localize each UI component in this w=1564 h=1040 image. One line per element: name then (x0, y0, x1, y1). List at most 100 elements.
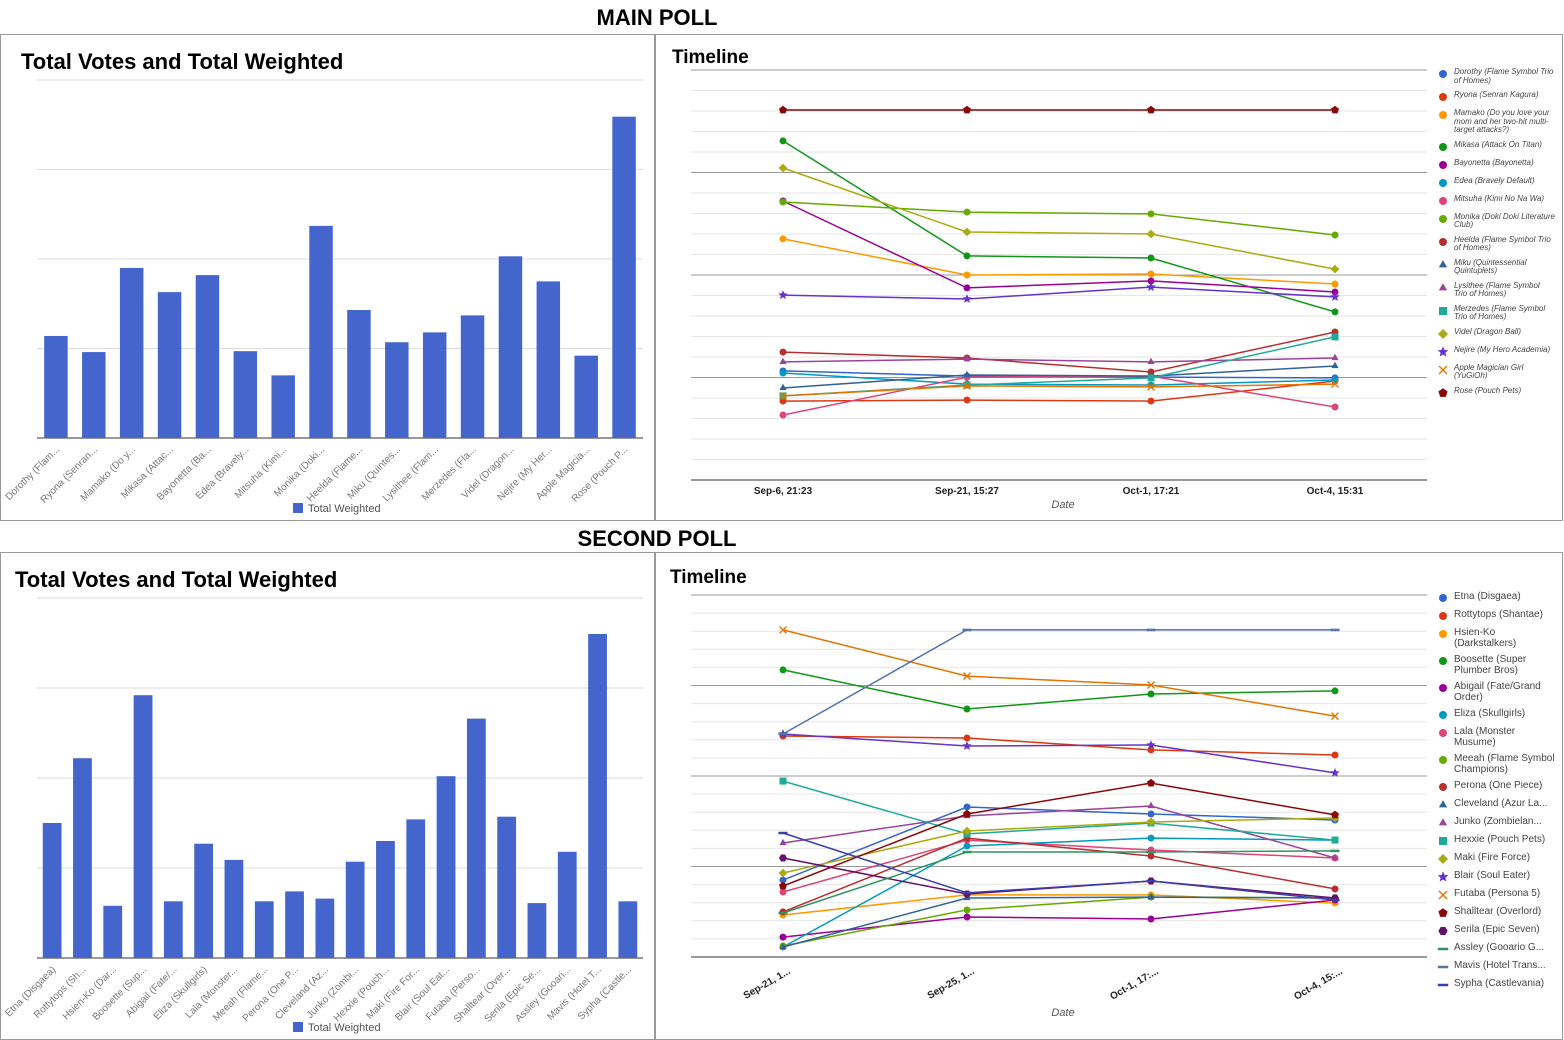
x-tick-label: Meeah (Flame... (211, 964, 270, 1023)
legend-marker (1439, 756, 1447, 764)
marker (779, 348, 787, 356)
marker (778, 868, 788, 878)
legend-entry: Shalltear (Overlord) (1437, 906, 1555, 919)
x-tick-label: Hexxie (Pouch... (332, 964, 392, 1024)
section-heading: SECOND POLL (578, 526, 737, 551)
marker (1331, 308, 1339, 316)
marker (779, 666, 787, 674)
legend-entry: Meeah (Flame Symbol Champions) (1437, 753, 1555, 775)
legend-marker (1439, 160, 1447, 169)
marker (1147, 852, 1155, 860)
x-tick-label: Blair (Soul Eat... (393, 964, 452, 1023)
legend-marker (1437, 947, 1449, 951)
marker (1146, 740, 1156, 749)
legend-marker (1439, 111, 1447, 119)
marker (963, 809, 971, 818)
x-tick-label: Hsien-Ko (Dar... (61, 964, 119, 1022)
bar (195, 275, 220, 438)
legend: Dorothy (Flame Symbol Trio of Homes) Ryon… (1437, 67, 1555, 405)
series-line (782, 357, 1336, 363)
legend-label: Ryona (Senran Kagura) (1454, 90, 1539, 99)
bar (315, 898, 335, 958)
marker (778, 163, 788, 173)
legend-entry: Serila (Epic Seven) (1437, 924, 1555, 937)
series-line (782, 735, 1336, 756)
marker (1439, 178, 1447, 187)
x-tick-label: Eliza (Skullgirls) (152, 964, 210, 1022)
bar (385, 342, 409, 438)
marker (1331, 333, 1339, 341)
panel-border (655, 34, 1563, 521)
legend-entry: Blair (Soul Eater) (1437, 870, 1555, 883)
series-line (782, 629, 1336, 717)
legend-entry: Merzedes (Flame Symbol Trio of Homes) (1437, 304, 1555, 322)
series-line (782, 837, 1336, 913)
marker (1437, 345, 1449, 356)
legend-label: Apple Magician Girl (YuGiOh) (1454, 362, 1524, 380)
chart-title: Timeline (670, 567, 747, 588)
marker (1147, 397, 1155, 405)
legend-label: Abigail (Fate/Grand Order) (1454, 681, 1541, 703)
marker (963, 354, 971, 362)
marker (963, 705, 971, 713)
bar (194, 843, 214, 958)
legend-label: Assley (Gooario G... (1454, 942, 1545, 953)
chart-title: Timeline (672, 47, 749, 68)
x-tick-label: Sep-6, 21:23 (754, 486, 813, 497)
marker (963, 842, 971, 850)
legend-marker (1439, 178, 1447, 187)
marker (779, 933, 787, 941)
legend-label: Monika (Doki Doki Literature Club) (1454, 211, 1555, 229)
marker (779, 777, 787, 785)
legend-label: Cleveland (Azur La... (1454, 798, 1548, 809)
legend-entry: Eliza (Skullgirls) (1437, 708, 1555, 721)
marker (1439, 237, 1447, 246)
legend-marker (1438, 282, 1448, 290)
series-line (782, 894, 1336, 916)
series-line (782, 850, 1336, 914)
legend-marker (1437, 871, 1449, 882)
legend-label: Junko (Zombielan... (1454, 816, 1542, 827)
legend-marker (1439, 594, 1447, 602)
marker (1438, 365, 1448, 374)
series-line (782, 331, 1336, 373)
marker (779, 383, 787, 391)
x-axis-label: Date (1051, 1007, 1074, 1019)
marker (1438, 387, 1448, 397)
legend-label: Videl (Dragon Ball) (1454, 326, 1521, 336)
series-line (782, 669, 1336, 710)
panel-border (0, 552, 655, 1040)
marker (1147, 680, 1155, 689)
legend-marker (1439, 684, 1447, 692)
marker (1439, 729, 1447, 737)
legend-entry: Heelda (Flame Symbol Trio of Homes) (1437, 235, 1555, 253)
legend-entry: Mitsuha (Kimi No Na Wa) (1437, 194, 1555, 207)
legend-entry: Miku (Quintessential Quintuplets) (1437, 258, 1555, 276)
marker (1147, 270, 1155, 278)
x-tick-label: Assley (Gooari... (513, 964, 573, 1024)
legend-marker (1439, 237, 1447, 246)
marker (1147, 382, 1155, 391)
marker (962, 741, 972, 750)
legend-marker (1438, 818, 1448, 826)
bar (285, 891, 304, 958)
panel-border (655, 552, 1563, 1040)
bar (527, 903, 547, 958)
series-line (782, 383, 1336, 397)
legend-entry: Mavis (Hotel Trans... (1437, 960, 1555, 973)
bar (254, 901, 274, 958)
legend-label: Lala (Monster Musume) (1454, 726, 1516, 748)
marker (1439, 657, 1447, 665)
x-tick-label: Sep-21, 1... (742, 966, 793, 1002)
legend-entry: Rottytops (Shantae) (1437, 609, 1555, 622)
x-tick-label: Oct-4, 15:31 (1307, 486, 1364, 497)
marker (1439, 612, 1447, 620)
legend-entry: Lala (Monster Musume) (1437, 726, 1555, 748)
marker (1331, 853, 1339, 861)
marker (1147, 915, 1155, 923)
legend-label: Hsien-Ko (Darkstalkers) (1454, 627, 1517, 649)
marker (1146, 817, 1156, 827)
legend-entry: Apple Magician Girl (YuGiOh) (1437, 362, 1555, 381)
